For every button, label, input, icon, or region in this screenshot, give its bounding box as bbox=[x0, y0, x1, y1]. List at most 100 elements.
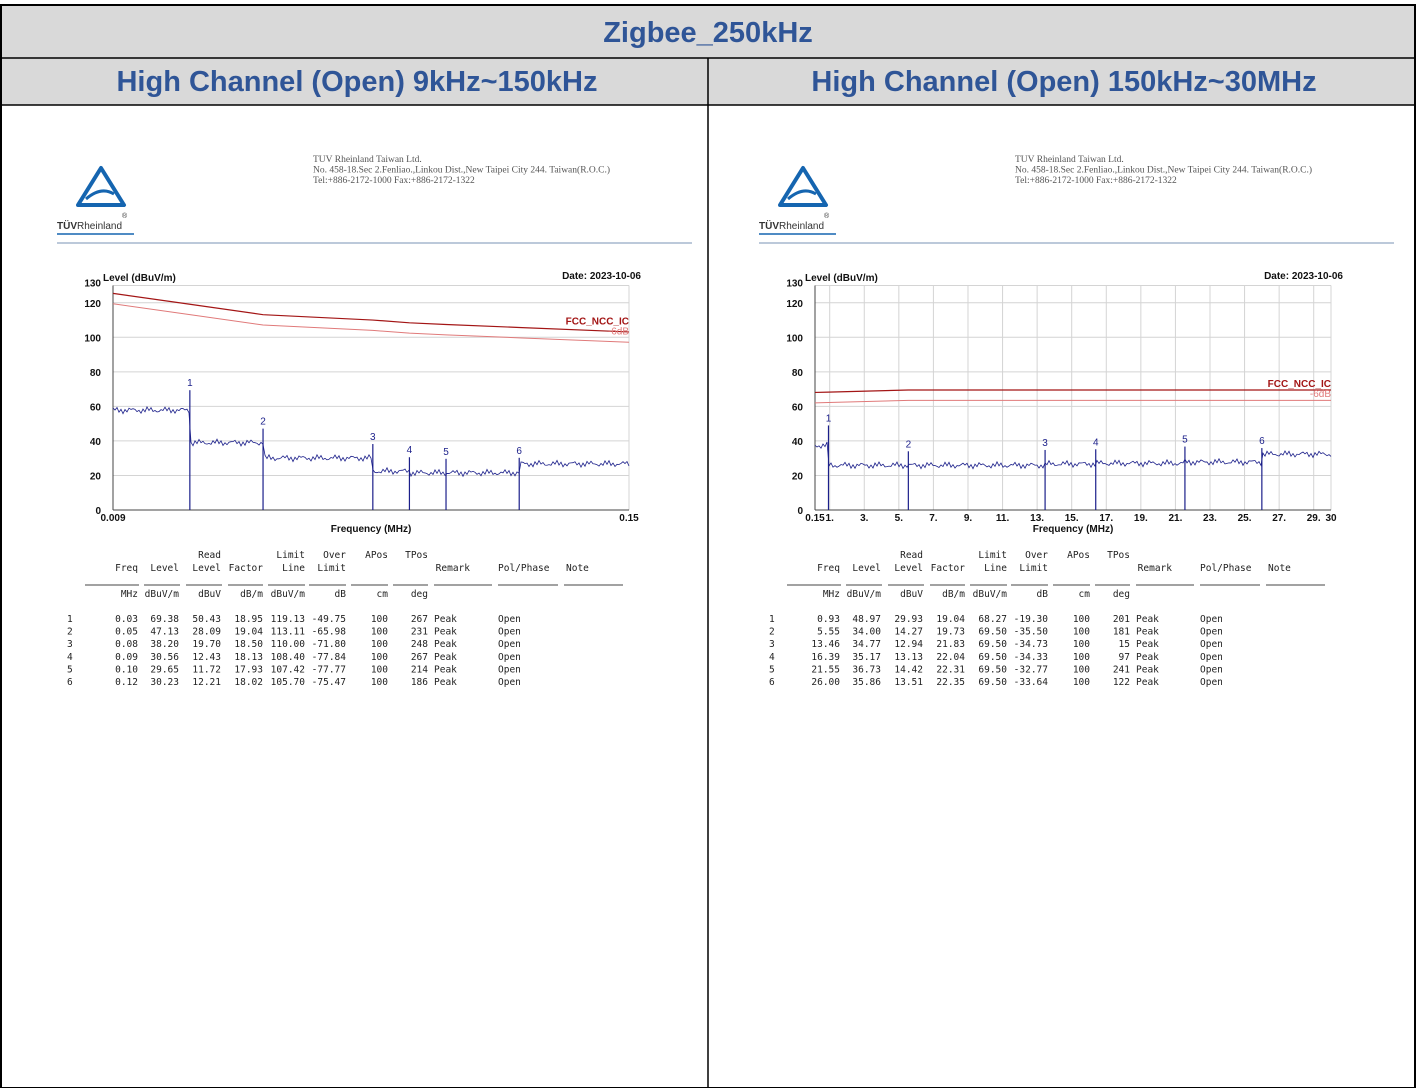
cell: 107.42 bbox=[271, 664, 305, 675]
peak-number: 3 bbox=[1042, 438, 1048, 449]
company-line: No. 458-18.Sec 2.Fenliao.,Linkou Dist.,N… bbox=[1015, 165, 1312, 176]
cell: 22.31 bbox=[936, 664, 965, 675]
unit: dBuV/m bbox=[145, 589, 180, 600]
cell: Peak bbox=[1136, 677, 1159, 688]
cell: -35.50 bbox=[1014, 627, 1049, 638]
cell: 18.95 bbox=[234, 614, 263, 625]
unit: dBuV/m bbox=[271, 589, 306, 600]
peak-number: 6 bbox=[516, 446, 522, 457]
cell: 100 bbox=[371, 627, 388, 638]
cell: Open bbox=[498, 614, 521, 625]
cell: -77.77 bbox=[312, 664, 346, 675]
y-tick-label: 60 bbox=[792, 402, 804, 413]
y-tick-label: 0 bbox=[797, 506, 803, 517]
header: Limit bbox=[317, 563, 346, 574]
peak-number: 5 bbox=[1182, 435, 1188, 446]
cell: 26.00 bbox=[811, 677, 840, 688]
panel-heading: High Channel (Open) 150kHz~30MHz bbox=[811, 66, 1316, 98]
cell: -65.98 bbox=[312, 627, 347, 638]
peak-number: 6 bbox=[1259, 436, 1265, 447]
cell: 201 bbox=[1113, 614, 1130, 625]
cell: 0.12 bbox=[115, 677, 138, 688]
cell: 69.50 bbox=[978, 664, 1007, 675]
cell: 0.10 bbox=[115, 664, 138, 675]
unit: dBuV bbox=[198, 589, 221, 600]
cell: 19.04 bbox=[234, 627, 263, 638]
cell: 3 bbox=[769, 639, 775, 650]
header: Factor bbox=[931, 563, 966, 574]
cell: Peak bbox=[434, 639, 457, 650]
x-tick-label: 19. bbox=[1134, 513, 1148, 524]
unit: deg bbox=[1113, 589, 1130, 600]
cell: 122 bbox=[1113, 677, 1130, 688]
company-line: Tel:+886-2172-1000 Fax:+886-2172-1322 bbox=[1015, 176, 1177, 186]
y-tick-label: 80 bbox=[792, 368, 804, 379]
cell: -19.30 bbox=[1014, 614, 1049, 625]
table-border bbox=[0, 4, 1416, 1088]
cell: 48.97 bbox=[852, 614, 881, 625]
cell: -34.73 bbox=[1014, 639, 1048, 650]
cell: Peak bbox=[434, 652, 457, 663]
cell: 100 bbox=[1073, 627, 1090, 638]
logo-name: Rheinland bbox=[77, 221, 122, 232]
x-tick-label: 17. bbox=[1099, 513, 1113, 524]
x-tick-label: 25. bbox=[1238, 513, 1252, 524]
logo-brand: TÜV bbox=[759, 219, 779, 232]
cell: Peak bbox=[1136, 664, 1159, 675]
y-tick-label: 100 bbox=[84, 333, 101, 344]
logo-triangle bbox=[76, 166, 126, 207]
margin-line bbox=[814, 399, 1331, 404]
header: Note bbox=[566, 563, 589, 574]
cell: 2 bbox=[67, 627, 73, 638]
y-tick-label: 40 bbox=[792, 437, 804, 448]
cell: 100 bbox=[1073, 639, 1090, 650]
x-axis-label: Frequency (MHz) bbox=[331, 524, 412, 535]
y-tick-label: 120 bbox=[84, 299, 101, 310]
cell: 231 bbox=[411, 627, 428, 638]
margin-label: -6dB bbox=[1310, 389, 1331, 400]
cell: 97 bbox=[1119, 652, 1130, 663]
x-tick-label: 5. bbox=[895, 513, 904, 524]
cell: 16.39 bbox=[811, 652, 840, 663]
header: Line bbox=[984, 563, 1007, 574]
x-tick-label: 21. bbox=[1168, 513, 1182, 524]
header: Remark bbox=[1138, 563, 1173, 574]
date-label: Date: 2023-10-06 bbox=[562, 271, 641, 282]
x-tick-label: 11. bbox=[996, 513, 1010, 524]
unit: MHz bbox=[823, 589, 840, 600]
x-tick-label: 0.15 bbox=[619, 513, 639, 524]
cell: -77.84 bbox=[312, 652, 347, 663]
logo-mark: ® bbox=[122, 212, 128, 220]
cell: Peak bbox=[434, 614, 457, 625]
logo-swoosh bbox=[85, 189, 115, 201]
x-tick-label: 9. bbox=[964, 513, 973, 524]
cell: 36.73 bbox=[852, 664, 881, 675]
margin-line bbox=[112, 303, 630, 343]
header-top: Limit bbox=[276, 550, 305, 561]
unit: dBuV/m bbox=[847, 589, 882, 600]
unit: MHz bbox=[121, 589, 138, 600]
cell: 21.83 bbox=[936, 639, 965, 650]
cell: 241 bbox=[1113, 664, 1130, 675]
cell: 18.50 bbox=[234, 639, 263, 650]
unit: dBuV/m bbox=[973, 589, 1008, 600]
cell: 100 bbox=[1073, 652, 1090, 663]
cell: 29.65 bbox=[150, 664, 179, 675]
cell: 69.50 bbox=[978, 652, 1007, 663]
header-top: TPos bbox=[1107, 550, 1130, 561]
cell: 19.04 bbox=[936, 614, 965, 625]
cell: 4 bbox=[769, 652, 775, 663]
cell: -32.77 bbox=[1014, 664, 1048, 675]
y-tick-label: 80 bbox=[90, 368, 102, 379]
cell: 1 bbox=[67, 614, 73, 625]
cell: 248 bbox=[411, 639, 428, 650]
logo-text: TÜVRheinland bbox=[57, 219, 122, 232]
y-tick-label: 60 bbox=[90, 402, 102, 413]
limit-line bbox=[814, 389, 1331, 394]
cell: Peak bbox=[1136, 627, 1159, 638]
header-top: Read bbox=[198, 550, 221, 561]
cell: 22.04 bbox=[936, 652, 965, 663]
limit-line bbox=[112, 292, 630, 333]
cell: 0.05 bbox=[115, 627, 138, 638]
